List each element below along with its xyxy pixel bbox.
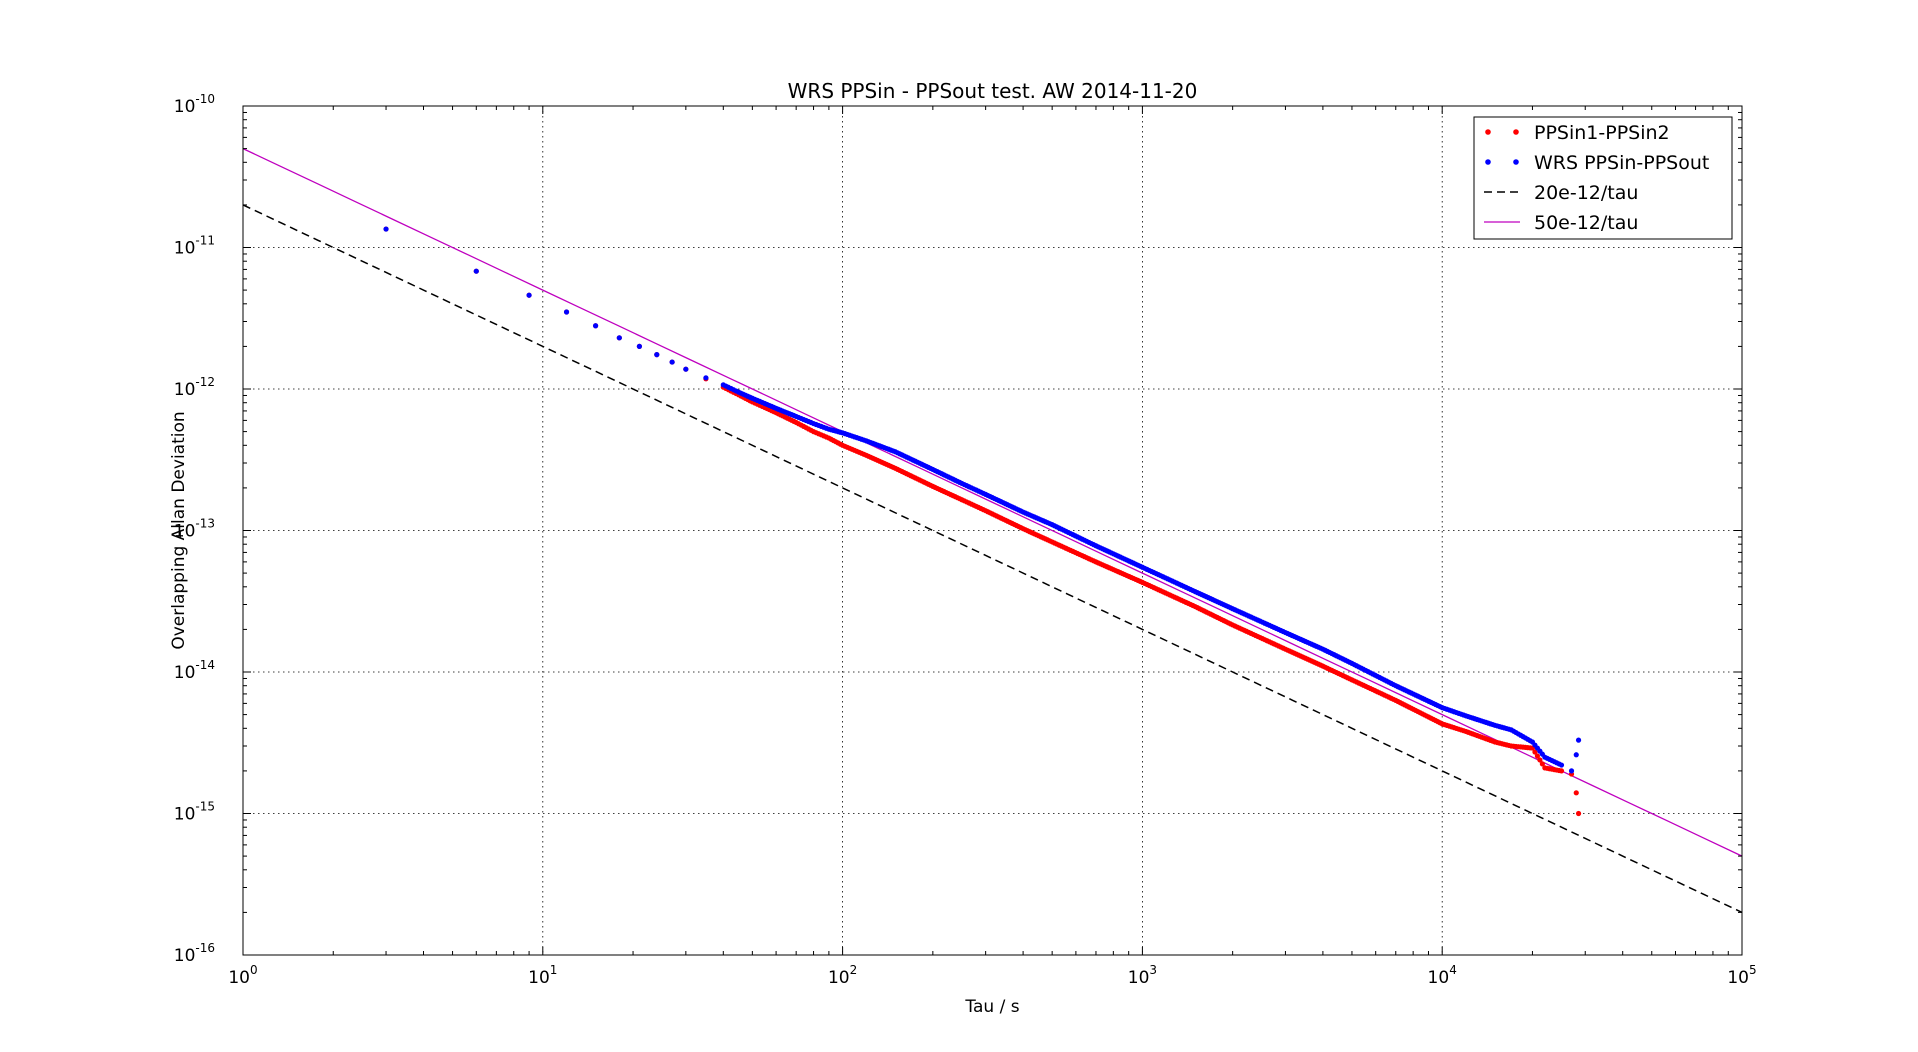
x-tick-label: 101 [528,963,557,988]
tick-labels: 100 101 102 103 104 105 10-16 10-15 10-14 10-13 10… [174,92,1757,988]
data-point [592,323,599,329]
data-point [654,352,660,358]
series-line [242,148,1743,857]
data-point [563,309,570,315]
y-tick-label: 10-10 [174,92,215,117]
legend: PPSin1-PPSin2 WRS PPSin-PPSout 20e-12/tau 5… [1473,116,1733,240]
axis-ticks [242,105,1743,956]
data-point [1534,753,1541,759]
x-axis-label: Tau / s [964,997,1019,1017]
y-tick-label: 10-15 [174,800,215,825]
x-tick-label: 103 [1128,963,1157,988]
data-point [703,375,709,381]
data-point [1568,768,1575,774]
data-point [1532,749,1538,755]
data-point [669,359,675,365]
legend-label: PPSin1-PPSin2 [1534,122,1670,144]
y-tick-label: 10-13 [174,517,215,542]
data-point [616,335,622,341]
data-point [636,343,643,349]
x-tick-label: 104 [1428,963,1457,988]
reference-lines [242,148,1743,914]
y-tick-label: 10-16 [174,941,215,966]
legend-entry: 20e-12/tau [1484,182,1638,204]
legend-entry: PPSin1-PPSin2 [1485,122,1670,144]
legend-entry: WRS PPSin-PPSout [1485,152,1709,174]
y-axis-label: Overlapping Allan Deviation [169,411,189,649]
legend-label: 50e-12/tau [1534,212,1638,234]
x-tick-label: 102 [828,963,857,988]
chart-title: WRS PPSin - PPSout test. AW 2014-11-20 [788,79,1198,103]
data-point [1539,761,1545,767]
data-point [1558,762,1565,768]
legend-entry: 50e-12/tau [1484,212,1638,234]
data-point [473,268,479,274]
data-point [383,226,389,232]
legend-marker [1513,159,1519,165]
grid-lines [243,106,1742,955]
legend-marker [1513,129,1519,135]
data-point [526,292,532,298]
data-point [1573,790,1579,796]
data-point [683,366,689,372]
data-points [383,226,1582,817]
data-point [1575,737,1582,743]
y-tick-label: 10-11 [174,234,215,259]
data-point [1575,810,1582,817]
data-point [1558,768,1565,774]
y-tick-label: 10-14 [174,658,215,683]
y-tick-label: 10-12 [174,375,215,400]
legend-marker [1485,159,1491,165]
data-point [1573,752,1579,758]
legend-label: 20e-12/tau [1534,182,1638,204]
x-tick-label: 105 [1727,963,1756,988]
legend-box [1473,116,1733,240]
series-line [242,204,1743,914]
x-tick-label: 100 [228,963,257,988]
legend-label: WRS PPSin-PPSout [1534,152,1709,174]
data-point [1537,757,1543,763]
legend-marker [1485,129,1491,135]
